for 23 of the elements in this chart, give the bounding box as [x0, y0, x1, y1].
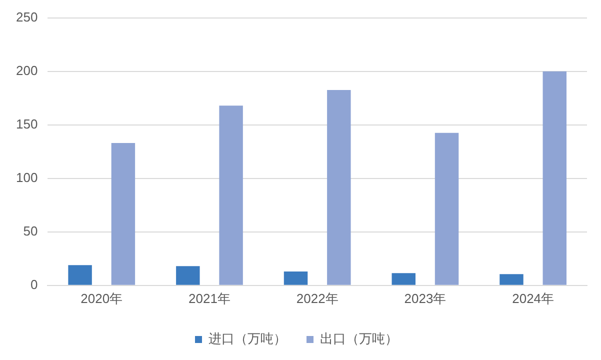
bar [111, 143, 136, 285]
x-tick-label: 2020年 [80, 290, 123, 306]
y-tick-label: 100 [16, 170, 38, 185]
x-tick-label: 2023年 [404, 290, 446, 306]
legend-label: 出口（万吨） [320, 331, 398, 346]
bar [434, 132, 459, 285]
bar [542, 71, 567, 285]
bar [219, 106, 243, 285]
bar [500, 274, 524, 285]
y-tick-label: 150 [16, 116, 38, 132]
y-tick-label: 50 [23, 223, 38, 238]
y-tick-label: 250 [16, 9, 38, 24]
x-tick-label: 2021年 [188, 290, 230, 306]
y-tick-label: 0 [30, 276, 38, 292]
bar [176, 266, 200, 285]
bar [284, 271, 308, 285]
bar [68, 265, 92, 285]
bar [327, 90, 351, 285]
bar [392, 273, 416, 285]
y-tick-label: 200 [16, 62, 38, 78]
legend-label: 进口（万吨） [208, 331, 286, 346]
x-tick-label: 2022年 [296, 290, 338, 306]
x-tick-label: 2024年 [512, 290, 554, 306]
